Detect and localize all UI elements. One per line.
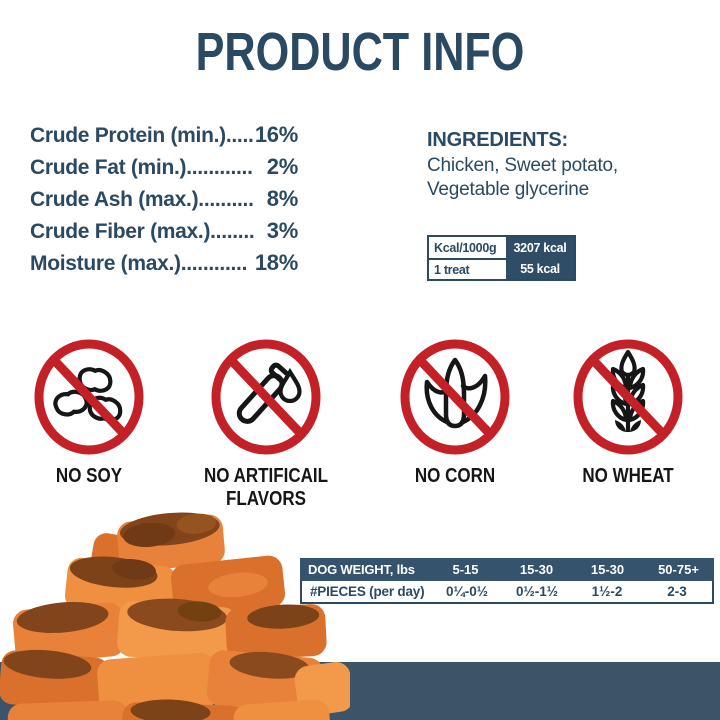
feeding-body-cell: #PIECES (per day) <box>310 584 425 599</box>
feeding-table-body-row: #PIECES (per day) 0¼-0½ 0½-1½ 1½-2 2-3 <box>300 581 714 604</box>
analysis-value: 8% <box>266 186 299 211</box>
analysis-value: 18% <box>254 250 298 275</box>
badge-label: NO CORN <box>414 465 496 487</box>
badge-label: NO SOY <box>55 465 123 487</box>
no-corn-icon <box>400 339 510 455</box>
badge-no-corn: NO CORN <box>370 336 540 488</box>
analysis-row: Crude Ash (max.).......... 8% <box>30 183 298 215</box>
analysis-label: Crude Ash (max.).......... <box>30 188 254 211</box>
feeding-header-cell: 15-30 <box>519 562 554 577</box>
analysis-value: 3% <box>266 218 299 243</box>
ingredients-heading: INGREDIENTS: <box>427 129 568 151</box>
feeding-body-cell: 0½-1½ <box>515 584 559 599</box>
feeding-header-cell: DOG WEIGHT, lbs <box>308 562 415 577</box>
kcal-row-label: Kcal/1000g <box>429 237 506 258</box>
feeding-table: DOG WEIGHT, lbs 5-15 15-30 15-30 50-75+ … <box>300 558 714 604</box>
analysis-label: Crude Protein (min.)..... <box>30 124 254 147</box>
no-soy-icon <box>34 339 144 455</box>
kcal-row: Kcal/1000g 3207 kcal <box>429 237 574 258</box>
badge-no-artificial-flavors: NO ARTIFICAIL FLAVORS <box>181 336 351 511</box>
analysis-row: Moisture (max.)............ 18% <box>30 247 298 279</box>
analysis-value: 16% <box>254 122 298 147</box>
analysis-value: 2% <box>266 154 299 179</box>
badge-label: NO WHEAT <box>582 465 674 487</box>
ingredients-line: Chicken, Sweet potato, <box>427 155 618 176</box>
feeding-header-cell: 5-15 <box>452 562 479 577</box>
kcal-table: Kcal/1000g 3207 kcal 1 treat 55 kcal <box>427 235 576 281</box>
feeding-body-cell: 2-3 <box>667 584 687 599</box>
no-artificial-flavors-icon <box>211 339 321 455</box>
ingredients-line: Vegetable glycerine <box>427 179 590 200</box>
badge-no-wheat: NO WHEAT <box>543 336 713 488</box>
no-wheat-icon <box>573 339 683 455</box>
ingredients-section: INGREDIENTS: Chicken, Sweet potato, Vege… <box>427 129 618 202</box>
feeding-body-cell: 1½-2 <box>591 584 623 599</box>
kcal-row: 1 treat 55 kcal <box>429 258 574 279</box>
badge-label: NO ARTIFICAIL FLAVORS <box>203 465 329 510</box>
treats-photo <box>0 512 350 720</box>
analysis-row: Crude Fiber (max.)........ 3% <box>30 215 298 247</box>
feeding-header-cell: 50-75+ <box>658 562 699 577</box>
page-title: PRODUCT INFO <box>195 22 525 82</box>
guaranteed-analysis-list: Crude Protein (min.)..... 16% Crude Fat … <box>30 119 298 279</box>
analysis-label: Moisture (max.)............ <box>30 252 248 275</box>
kcal-row-value: 55 kcal <box>506 258 574 279</box>
analysis-row: Crude Fat (min.)............ 2% <box>30 151 298 183</box>
kcal-row-value: 3207 kcal <box>506 237 574 258</box>
analysis-label: Crude Fat (min.)............ <box>30 156 253 179</box>
analysis-row: Crude Protein (min.)..... 16% <box>30 119 298 151</box>
feeding-table-header-row: DOG WEIGHT, lbs 5-15 15-30 15-30 50-75+ <box>300 558 714 581</box>
badge-no-soy: NO SOY <box>4 336 174 488</box>
kcal-row-label: 1 treat <box>429 258 506 279</box>
feeding-header-cell: 15-30 <box>590 562 625 577</box>
analysis-label: Crude Fiber (max.)........ <box>30 220 255 243</box>
feeding-body-cell: 0¼-0½ <box>445 584 489 599</box>
